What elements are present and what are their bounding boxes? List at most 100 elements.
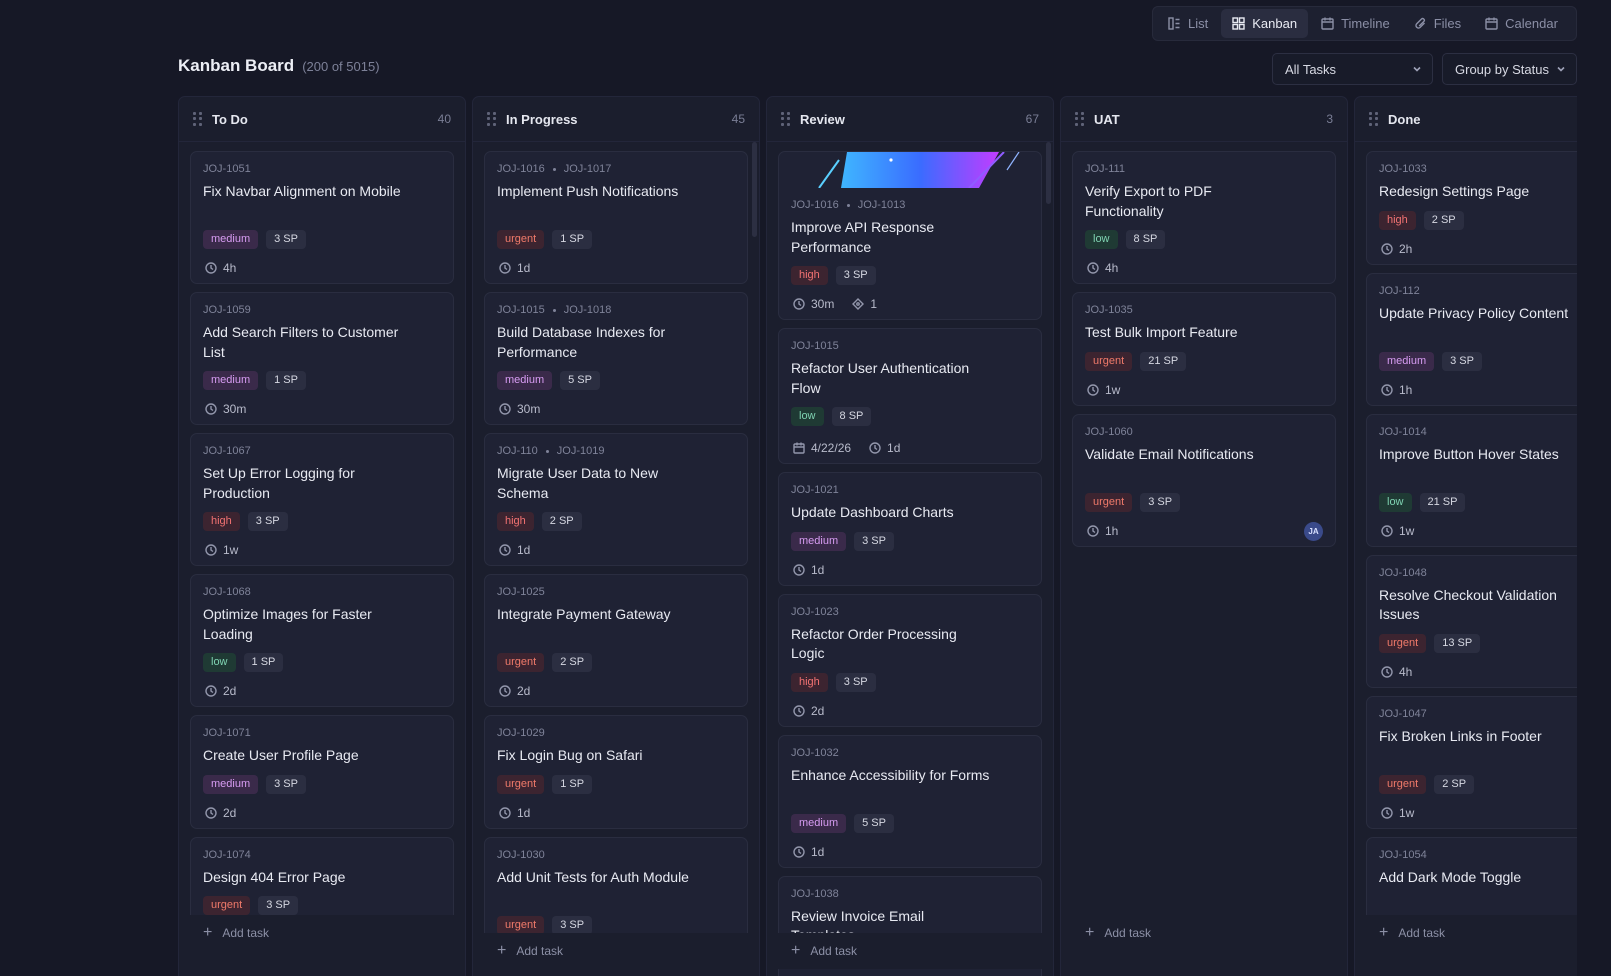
task-count: (200 of 5015) xyxy=(302,59,380,74)
task-card[interactable]: JOJ-1047 Fix Broken Links in Footer urgent… xyxy=(1366,695,1577,829)
priority-badge: urgent xyxy=(1379,633,1427,653)
task-card[interactable]: JOJ-111 Verify Export to PDF Functionalit… xyxy=(1072,151,1336,284)
add-task-button[interactable]: + Add task xyxy=(473,933,759,969)
task-card[interactable]: JOJ-110 JOJ-1019 Migrate User Data to New … xyxy=(484,433,748,566)
group-by-select[interactable]: Group by Status xyxy=(1442,53,1577,85)
task-card[interactable]: JOJ-1059 Add Search Filters to Customer L… xyxy=(190,292,454,425)
task-card[interactable]: JOJ-1032 Enhance Accessibility for Forms m… xyxy=(778,734,1042,868)
meta-clock: 2d xyxy=(793,704,824,718)
card-tags: urgent 21 SP xyxy=(1085,351,1187,371)
add-task-button[interactable]: + Add task xyxy=(1355,915,1577,951)
task-id: JOJ-1051 xyxy=(203,163,251,175)
meta-clock: 1w xyxy=(1381,806,1414,820)
drag-handle-icon[interactable] xyxy=(487,112,497,126)
view-tab-calendar[interactable]: Calendar xyxy=(1474,9,1569,38)
task-id: JOJ-1048 xyxy=(1379,566,1427,579)
card-title: Validate Email Notifications xyxy=(1085,445,1254,462)
separator-dot xyxy=(552,167,556,171)
column-to-do: To Do 40 JOJ-1051 Fix Navbar Alignment on … xyxy=(178,96,466,976)
card-ids: JOJ-1051 xyxy=(203,163,251,175)
story-points-badge: 21 SP xyxy=(1419,492,1466,512)
task-card[interactable]: JOJ-1023 Refactor Order Processing Logic h… xyxy=(778,593,1042,727)
view-tab-list[interactable]: List xyxy=(1157,9,1219,38)
card-tags: urgent 3 SP xyxy=(497,915,593,935)
task-card[interactable]: JOJ-1074 Design 404 Error Page urgent 3 SP xyxy=(190,836,454,925)
task-card[interactable]: JOJ-1035 Test Bulk Import Feature urgent 21… xyxy=(1072,292,1336,406)
card-tags: low 21 SP xyxy=(1379,492,1466,512)
card-title: Update Dashboard Charts xyxy=(791,504,954,520)
column-scrollbar[interactable] xyxy=(752,142,757,237)
add-task-button[interactable]: + Add task xyxy=(767,933,1053,969)
add-task-button[interactable]: + Add task xyxy=(179,915,465,951)
task-card[interactable]: JOJ-1068 Optimize Images for Faster Loadi… xyxy=(190,574,454,707)
plus-icon: + xyxy=(1379,924,1389,941)
meta-text: 30m xyxy=(811,297,835,311)
task-card[interactable]: JOJ-1048 Resolve Checkout Validation Issu… xyxy=(1366,554,1577,688)
card-title: Fix Login Bug on Safari xyxy=(497,747,643,763)
priority-badge: urgent xyxy=(1085,492,1133,512)
card-tags: low 1 SP xyxy=(203,653,284,672)
drag-handle-icon[interactable] xyxy=(1369,112,1379,126)
add-task-button[interactable]: + Add task xyxy=(1061,915,1347,951)
view-tab-timeline[interactable]: Timeline xyxy=(1310,9,1401,38)
story-points-badge: 2 SP xyxy=(552,653,593,672)
priority-badge: high xyxy=(791,672,828,692)
card-tags: urgent 2 SP xyxy=(497,653,593,672)
card-meta: 4h xyxy=(1381,665,1412,679)
task-card[interactable]: JOJ-1021 Update Dashboard Charts medium 3 S… xyxy=(778,472,1042,586)
column-title: Done xyxy=(1388,111,1421,127)
card-title: Set Up Error Logging for Production xyxy=(203,465,355,501)
story-points-badge: 3 SP xyxy=(266,230,306,249)
task-id: JOJ-1038 xyxy=(791,887,839,900)
view-tab-kanban[interactable]: Kanban xyxy=(1221,9,1309,38)
card-title: Redesign Settings Page xyxy=(1379,183,1530,199)
drag-handle-icon[interactable] xyxy=(1075,112,1085,126)
priority-badge: low xyxy=(1379,492,1412,512)
task-filter-value: All Tasks xyxy=(1285,61,1337,77)
task-card[interactable]: JOJ-1016 JOJ-1017 Implement Push Notificat… xyxy=(484,151,748,284)
card-ids: JOJ-1032 xyxy=(791,747,839,759)
task-card[interactable]: JOJ-1067 Set Up Error Logging for Product… xyxy=(190,433,454,566)
column-header: UAT 3 xyxy=(1061,97,1347,142)
meta-clock: 1d xyxy=(869,441,900,455)
story-points-badge: 3 SP xyxy=(835,672,876,692)
card-meta: 4h xyxy=(1087,261,1118,275)
task-card[interactable]: JOJ-1051 Fix Navbar Alignment on Mobile me… xyxy=(190,151,454,284)
card-tags: medium 3 SP xyxy=(203,230,306,249)
task-card[interactable]: JOJ-1054 Add Dark Mode Toggle xyxy=(1366,836,1577,925)
meta-text: 1h xyxy=(1105,523,1119,538)
task-card[interactable]: JOJ-112 Update Privacy Policy Content medi… xyxy=(1366,272,1577,406)
task-filter-select[interactable]: All Tasks xyxy=(1272,53,1433,85)
task-card[interactable]: JOJ-1071 Create User Profile Page medium 3 … xyxy=(190,715,454,829)
clock-icon xyxy=(499,806,511,819)
column-scrollbar[interactable] xyxy=(1046,142,1051,204)
card-title: Migrate User Data to New Schema xyxy=(497,465,659,501)
task-card[interactable]: JOJ-1015 JOJ-1018 Build Database Indexes f… xyxy=(484,292,748,425)
priority-badge: urgent xyxy=(497,915,545,935)
card-tags: high 2 SP xyxy=(1379,210,1464,230)
card-ids: JOJ-1016 JOJ-1013 xyxy=(791,199,905,211)
avatar[interactable]: JA xyxy=(1304,521,1323,541)
meta-calendar: 4/22/26 xyxy=(793,441,851,455)
task-card[interactable]: JOJ-1015 Refactor User Authentication Flo… xyxy=(778,328,1042,464)
task-card[interactable]: JOJ-1029 Fix Login Bug on Safari urgent 1 S… xyxy=(484,715,748,829)
view-tab-files[interactable]: Files xyxy=(1403,9,1472,38)
task-card[interactable]: JOJ-1030 Add Unit Tests for Auth Module ur… xyxy=(484,836,748,945)
clock-icon xyxy=(499,544,511,556)
task-id: JOJ-1029 xyxy=(497,727,545,739)
task-card[interactable]: JOJ-1033 Redesign Settings Page high 2 SP 2h xyxy=(1366,151,1577,265)
task-card[interactable]: JOJ-1025 Integrate Payment Gateway urgent 2… xyxy=(484,574,748,707)
separator-dot xyxy=(545,449,549,453)
drag-handle-icon[interactable] xyxy=(193,112,203,126)
card-ids: JOJ-1021 xyxy=(791,484,839,496)
story-points-badge: 1 SP xyxy=(266,371,306,390)
card-tags: medium 3 SP xyxy=(1379,351,1482,371)
card-ids: JOJ-1068 xyxy=(203,586,251,598)
task-id: JOJ-1014 xyxy=(1379,425,1427,438)
meta-clock: 30m xyxy=(793,297,834,311)
task-card[interactable]: JOJ-1016 JOJ-1013 Improve API Response Per… xyxy=(778,151,1042,320)
task-card[interactable]: JOJ-1014 Improve Button Hover States low 21… xyxy=(1366,413,1577,547)
drag-handle-icon[interactable] xyxy=(781,112,791,126)
task-card[interactable]: JOJ-1060 Validate Email Notifications urge… xyxy=(1072,413,1336,547)
group-by-value: Group by Status xyxy=(1455,61,1549,77)
